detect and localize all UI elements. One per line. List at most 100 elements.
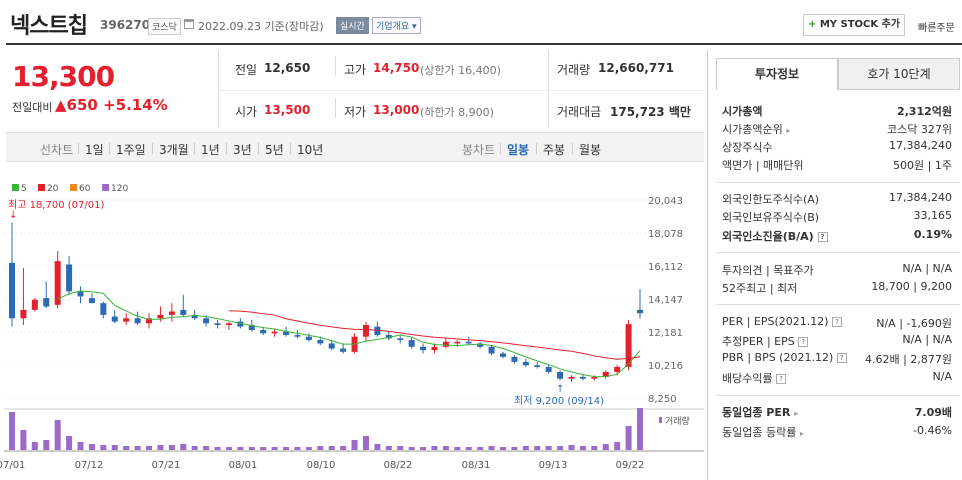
divider xyxy=(716,395,960,396)
divider xyxy=(194,143,195,154)
high-value: 14,750 xyxy=(373,61,420,75)
period-monthly[interactable]: 월봉 xyxy=(579,143,602,157)
candle-body xyxy=(77,291,84,297)
same-rate-value: -0.46% xyxy=(913,424,952,437)
candle-body xyxy=(591,377,598,379)
info-row: 외국인한도주식수(A) 17,384,240 xyxy=(722,191,952,209)
period-weekly[interactable]: 주봉 xyxy=(543,143,566,157)
eper-label-text: 추정PER | EPS xyxy=(722,335,795,348)
candle-body xyxy=(477,343,484,347)
period-1w[interactable]: 1주일 xyxy=(116,143,146,157)
volume-bar xyxy=(637,408,643,450)
volume-bar xyxy=(31,442,38,450)
amount-number: 175,723 xyxy=(610,105,665,119)
period-10y[interactable]: 10년 xyxy=(297,143,324,157)
help-icon[interactable]: ? xyxy=(798,337,809,347)
high-arrow-icon: ↓ xyxy=(9,210,17,221)
period-5y[interactable]: 5년 xyxy=(265,143,284,157)
candle-body xyxy=(625,324,632,367)
info-row: 외국인보유주식수(B) 33,165 xyxy=(722,209,952,227)
chevron-right-icon[interactable]: ▸ xyxy=(786,126,791,135)
candle-body xyxy=(260,330,267,334)
dividend-label-text: 배당수익률 xyxy=(722,372,773,385)
pbr-label-text: PBR | BPS (2021.12) xyxy=(722,351,834,364)
volume-label: 거래량 xyxy=(665,415,690,427)
divider xyxy=(78,143,79,154)
row-label: 외국인한도주식수(A) xyxy=(722,193,820,206)
period-1y[interactable]: 1년 xyxy=(201,143,220,157)
change-label: 전일대비 xyxy=(12,101,53,114)
row-label-text: 외국인소진율(B/A) xyxy=(722,230,814,243)
row-value: N/A | N/A xyxy=(902,262,952,275)
volume-bar xyxy=(374,444,381,450)
candle-body xyxy=(614,366,621,372)
volume-bar xyxy=(625,426,632,450)
volume-bar xyxy=(420,447,427,450)
divider xyxy=(335,56,336,76)
upper-limit: (상한가 16,400) xyxy=(420,64,501,77)
volume-bar xyxy=(157,445,164,450)
legend-swatch xyxy=(38,184,45,191)
candlestick-chart[interactable]: 20,043 18,078 16,112 14,147 12,181 10,216 8,25… xyxy=(0,190,710,480)
x-tick-label: 09/13 xyxy=(539,460,568,471)
y-tick-label: 14,147 xyxy=(648,295,683,306)
period-3m[interactable]: 3개월 xyxy=(159,143,189,157)
add-my-stock-label: MY STOCK 추가 xyxy=(819,19,901,30)
info-row: 액면가 | 매매단위 500원 | 1주 xyxy=(722,157,952,175)
row-label: 시가총액 xyxy=(722,105,763,118)
company-overview-dropdown[interactable]: 기업개요 ▾ xyxy=(372,17,421,34)
chevron-right-icon[interactable]: ▸ xyxy=(799,429,804,438)
volume-bar xyxy=(431,446,438,450)
volume-bar xyxy=(260,447,267,450)
candle-body xyxy=(134,318,141,324)
volume-bar xyxy=(340,446,347,450)
pbr-values: 4.62배 | 2,877원 xyxy=(865,353,952,366)
high-label: 고가 xyxy=(344,63,367,77)
eper-label: 추정PER | EPS ? xyxy=(722,333,809,349)
period-3y[interactable]: 3년 xyxy=(233,143,252,157)
add-my-stock-button[interactable]: + MY STOCK 추가 xyxy=(803,14,905,36)
y-ticks: 20,043 18,078 16,112 14,147 12,181 10,216 8,25… xyxy=(648,196,683,405)
pbr-value: 4.62배 xyxy=(865,353,900,366)
volume-bar xyxy=(534,446,541,450)
row-value: 500원 | 1주 xyxy=(893,159,952,172)
volume-bar xyxy=(271,447,278,450)
tab-invest-info[interactable]: 투자정보 xyxy=(716,58,838,90)
volume-bar xyxy=(591,446,598,450)
volume-bar xyxy=(602,444,609,450)
volume-bar xyxy=(88,444,95,450)
right-tabs: 투자정보 호가 10단계 xyxy=(716,58,960,90)
period-1d[interactable]: 1일 xyxy=(85,143,104,157)
divider xyxy=(716,304,960,305)
x-tick-label: 07/21 xyxy=(152,460,181,471)
quick-order-link[interactable]: 빠른주문 xyxy=(918,23,955,34)
volume-bar xyxy=(465,447,472,450)
same-industry-rate-row: 동일업종 등락률 ▸ -0.46% xyxy=(722,424,952,442)
line-chart-label: 선차트 xyxy=(40,143,74,157)
ma5-line xyxy=(57,290,641,378)
y-tick-label: 16,112 xyxy=(648,262,683,273)
bps-value: 2,877원 xyxy=(910,353,952,366)
x-tick-label: 08/10 xyxy=(307,460,336,471)
realtime-button[interactable]: 실시간 xyxy=(336,17,369,34)
help-icon[interactable]: ? xyxy=(836,353,847,363)
legend-label: 5 xyxy=(21,184,27,194)
period-daily[interactable]: 일봉 xyxy=(507,143,530,157)
volume-bars xyxy=(9,408,643,450)
volume-bar xyxy=(511,447,518,450)
chevron-right-icon[interactable]: ▸ xyxy=(794,409,799,418)
y-tick-label: 12,181 xyxy=(648,328,683,339)
tab-orderbook[interactable]: 호가 10단계 xyxy=(838,58,960,90)
help-icon[interactable]: ? xyxy=(817,232,828,242)
candle-body xyxy=(305,336,312,341)
per-values: N/A | -1,690원 xyxy=(876,317,952,330)
candle-body xyxy=(362,324,369,337)
candle-body xyxy=(431,346,438,351)
help-icon[interactable]: ? xyxy=(832,317,843,327)
volume-bar xyxy=(614,442,621,450)
per-label-text: PER | EPS(2021.12) xyxy=(722,315,829,328)
legend-label: 60 xyxy=(79,184,91,194)
volume-bar xyxy=(100,445,107,450)
help-icon[interactable]: ? xyxy=(776,374,787,384)
volume-bar xyxy=(557,446,564,450)
